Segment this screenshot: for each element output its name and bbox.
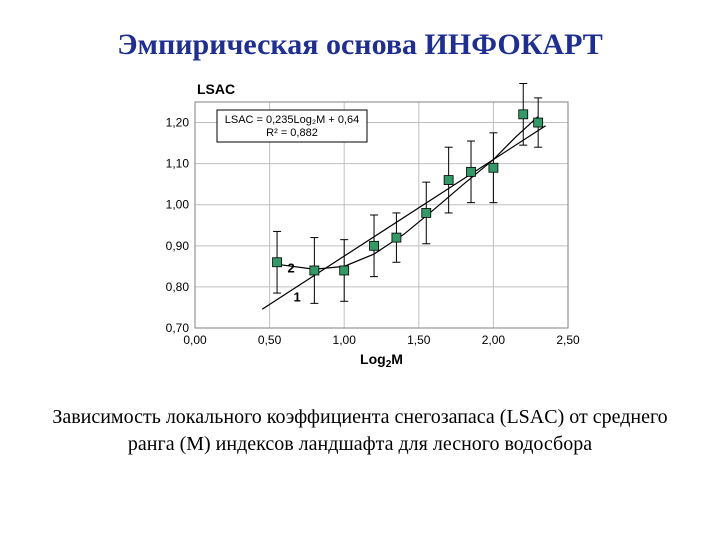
- x-tick-label: 1,00: [333, 333, 357, 347]
- y-tick-label: 1,00: [166, 198, 190, 212]
- formula-line-2: R² = 0,882: [266, 127, 318, 139]
- y-axis-title: LSAC: [197, 81, 235, 97]
- chart-caption: Зависимость локального коэффициента снег…: [30, 404, 690, 458]
- x-tick-label: 1,50: [407, 333, 431, 347]
- data-marker: [534, 118, 543, 127]
- data-marker: [273, 258, 282, 267]
- x-tick-label: 0,50: [258, 333, 282, 347]
- y-tick-label: 1,20: [166, 116, 190, 130]
- chart-container: 0,700,800,901,001,101,200,000,501,001,50…: [0, 80, 720, 370]
- data-marker: [422, 208, 431, 217]
- data-marker: [392, 233, 401, 242]
- data-marker: [489, 163, 498, 172]
- fit-label-1: 1: [293, 289, 300, 304]
- x-tick-label: 2,50: [556, 333, 580, 347]
- formula-line-1: LSAC = 0,235Log₂M + 0,64: [225, 114, 360, 126]
- data-marker: [444, 176, 453, 185]
- x-tick-label: 2,00: [482, 333, 506, 347]
- data-marker: [340, 266, 349, 275]
- x-axis-title: Log2M: [360, 351, 403, 370]
- y-tick-label: 0,90: [166, 239, 190, 253]
- page-title: Эмпирическая основа ИНФОКАРТ: [40, 28, 680, 62]
- data-marker: [370, 241, 379, 250]
- data-marker: [519, 110, 528, 119]
- y-tick-label: 1,10: [166, 157, 190, 171]
- fit-label-2: 2: [288, 261, 295, 276]
- x-tick-label: 0,00: [183, 333, 207, 347]
- lsac-chart: 0,700,800,901,001,101,200,000,501,001,50…: [140, 80, 580, 370]
- y-tick-label: 0,80: [166, 280, 190, 294]
- data-marker: [310, 266, 319, 275]
- data-marker: [467, 167, 476, 176]
